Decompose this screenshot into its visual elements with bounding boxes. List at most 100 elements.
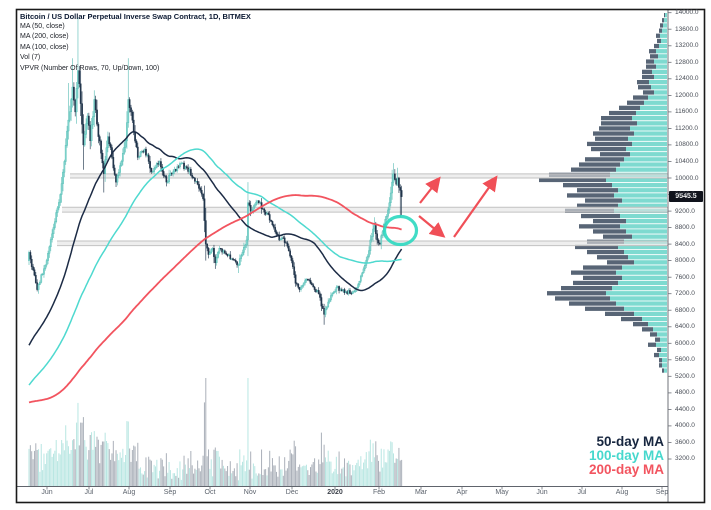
legend-ma100[interactable]: MA (100, close) — [20, 43, 69, 51]
volume-bar — [175, 475, 177, 486]
volume-bar — [149, 459, 151, 486]
volume-bar — [338, 451, 340, 486]
volume-bar — [152, 472, 154, 486]
candle-body — [271, 221, 274, 226]
volume-bar — [303, 465, 305, 486]
candle-body — [164, 175, 166, 177]
volume-bar — [74, 449, 76, 486]
candle-body — [64, 145, 67, 162]
candle-body — [43, 268, 45, 275]
candle-body — [131, 111, 134, 121]
volume-bar — [388, 450, 390, 486]
volume-bar — [323, 444, 325, 486]
legend-vpvr[interactable]: VPVR (Number Of Rows, 70, Up/Down, 100) — [20, 64, 160, 72]
candle-body — [350, 293, 353, 295]
candle-body — [358, 281, 361, 285]
vpvr-down-bar — [656, 33, 660, 38]
volume-bar — [357, 459, 359, 486]
candle-body — [213, 247, 215, 257]
volume-bar — [292, 454, 294, 486]
trend-arrow — [419, 176, 441, 204]
candle-body — [395, 179, 398, 185]
volume-bar — [116, 453, 118, 486]
candle-body — [332, 292, 335, 294]
time-axis[interactable]: Jun Jul Aug Sep Oct Nov Dec 2020 Feb Mar Apr May Jun… — [16, 487, 668, 501]
volume-bar — [69, 453, 71, 486]
candle-body — [29, 252, 32, 260]
candle-body — [398, 177, 400, 188]
volume-bar — [311, 464, 313, 486]
volume-bar — [299, 464, 301, 486]
candle-body — [244, 244, 247, 248]
candle-body — [357, 284, 359, 288]
volume-bar — [95, 446, 97, 486]
volume-bar — [100, 444, 102, 486]
candle-body — [175, 169, 177, 171]
volume-bar — [318, 459, 320, 486]
vpvr-down-bar — [593, 131, 634, 136]
legend-vol[interactable]: Vol (7) — [20, 54, 41, 62]
volume-bar — [214, 447, 216, 486]
volume-bar — [344, 458, 346, 486]
volume-bar — [29, 445, 31, 486]
volume-bar — [51, 456, 53, 486]
volume-bar — [224, 468, 226, 486]
volume-bar — [212, 476, 214, 486]
candle-body — [362, 268, 365, 274]
candle-body — [78, 70, 81, 84]
vpvr-up-bar — [656, 64, 667, 69]
volume-bar — [350, 475, 352, 486]
legend-ma50[interactable]: MA (50, close) — [20, 23, 65, 30]
candle-body — [124, 140, 127, 148]
price-tick-label: 14000.0 — [675, 9, 699, 17]
candle-body — [93, 99, 96, 117]
candle-body — [334, 291, 336, 293]
candle-body — [139, 151, 142, 157]
candle-body — [132, 119, 135, 132]
volume-bar — [174, 473, 176, 486]
candle-body — [336, 286, 339, 288]
volume-bar — [168, 462, 170, 486]
volume-bar — [32, 459, 34, 486]
volume-bar — [199, 471, 201, 486]
candle-body — [237, 264, 240, 266]
price-axis[interactable]: 9545.5 14000.0 13600.0 13200.0 12800.0 12400… — [668, 9, 704, 502]
vpvr-down-bar — [539, 177, 606, 183]
volume-bar — [135, 461, 137, 486]
vpvr-down-bar — [633, 95, 648, 100]
candle-body — [73, 86, 75, 101]
candle-body — [198, 184, 200, 189]
volume-bar — [281, 469, 283, 486]
candle-body — [286, 242, 289, 247]
volume-bar — [354, 465, 356, 486]
candle-body — [56, 207, 59, 213]
volume-bar — [183, 455, 185, 486]
symbol-title[interactable]: Bitcoin / US Dollar Perpetual Inverse Sw… — [20, 12, 251, 21]
volume-bar — [126, 421, 128, 486]
candle-body — [116, 175, 119, 183]
volume-bar — [256, 475, 258, 486]
legend-ma200[interactable]: MA (200, close) — [20, 33, 69, 41]
volume-bar — [252, 463, 254, 486]
volume-bar — [361, 469, 363, 486]
vpvr-up-bar — [618, 244, 667, 250]
vpvr-up-bar — [624, 249, 667, 255]
vpvr-up-bar — [661, 38, 667, 44]
candle-body — [203, 198, 206, 221]
volume-bar — [254, 466, 256, 486]
volume-bar — [296, 470, 298, 486]
volume-bar — [331, 473, 333, 486]
volume-bar — [270, 471, 272, 486]
volume-bar — [206, 456, 208, 486]
price-tick-label: 10400.0 — [675, 157, 699, 165]
volume-bar — [172, 473, 174, 486]
candle-body — [247, 202, 249, 241]
candle-body — [259, 202, 262, 204]
candle-body — [160, 161, 162, 168]
vpvr-down-bar — [601, 116, 632, 121]
candle-body — [311, 283, 313, 285]
candle-body — [270, 219, 272, 222]
volume-bar — [80, 422, 82, 486]
sr-band — [70, 173, 668, 178]
